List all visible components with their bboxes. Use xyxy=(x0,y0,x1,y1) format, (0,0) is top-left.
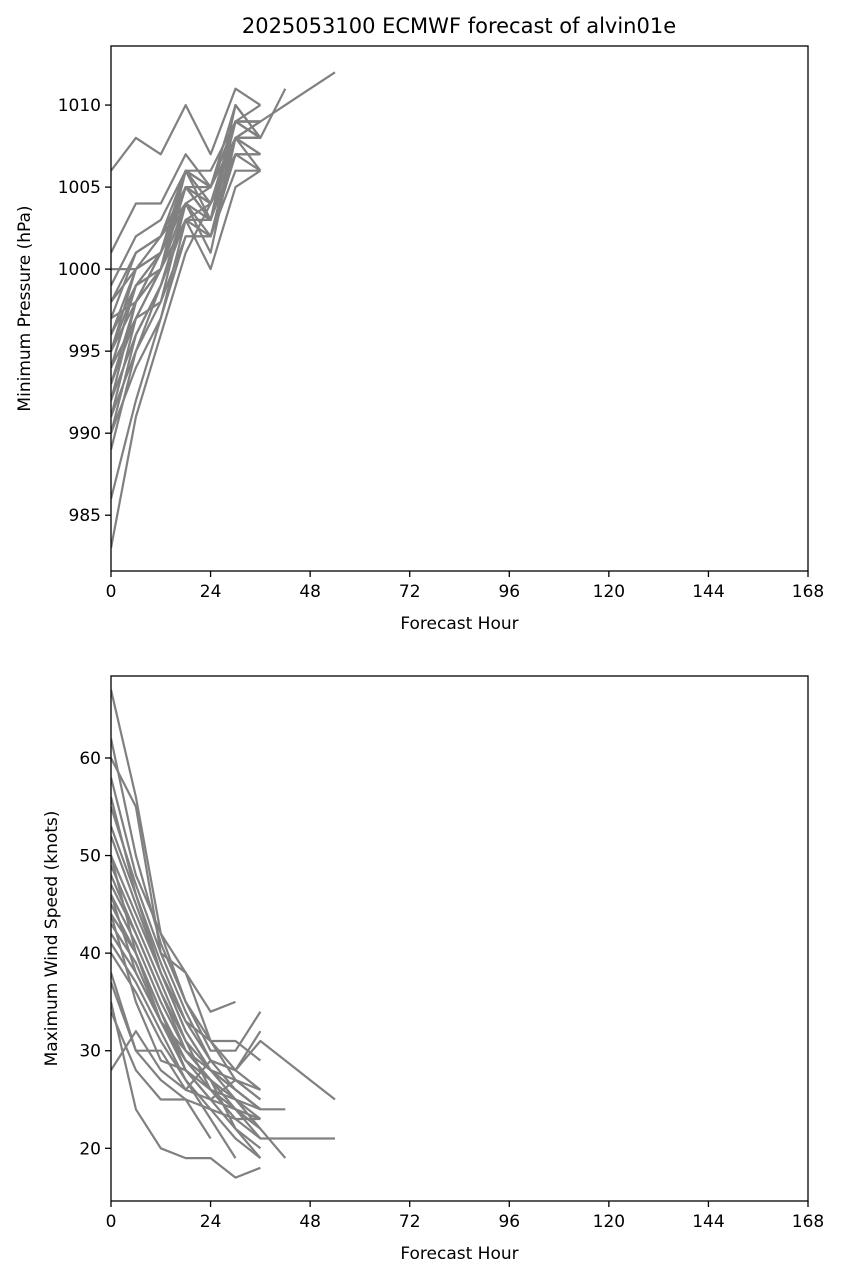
pressure-x-tick-label: 24 xyxy=(200,582,222,602)
pressure-x-tick-label: 168 xyxy=(792,582,824,602)
wind-axes-frame xyxy=(110,675,809,1202)
pressure-member-line-4 xyxy=(111,88,287,500)
wind-x-tick-label: 120 xyxy=(593,1212,625,1232)
figure-title: 2025053100 ECMWF forecast of alvin01e xyxy=(242,14,676,38)
wind-member-line-1 xyxy=(111,689,236,1013)
wind-panel: 0 24 48 72 96 120 144 168 20 30 40 50 60 Forecast H… xyxy=(42,675,824,1264)
pressure-y-tick-label: 1005 xyxy=(58,178,101,198)
pressure-axes-frame xyxy=(110,45,809,572)
pressure-x-label: Forecast Hour xyxy=(400,614,518,634)
pressure-member-lines xyxy=(111,71,336,549)
pressure-member-line-5 xyxy=(111,153,261,450)
wind-x-tick-label: 72 xyxy=(399,1212,421,1232)
wind-member-line-23 xyxy=(111,913,335,1140)
wind-y-tick-label: 50 xyxy=(79,847,101,867)
wind-y-tick-label: 30 xyxy=(79,1042,101,1062)
pressure-member-line-25 xyxy=(111,136,261,303)
pressure-y-tick-label: 985 xyxy=(69,506,101,526)
wind-x-tick-label: 168 xyxy=(792,1212,824,1232)
pressure-x-tick-label: 72 xyxy=(399,582,421,602)
wind-member-line-21 xyxy=(111,1011,212,1140)
pressure-y-ticks: 985 990 995 1000 1005 1010 xyxy=(58,96,111,526)
pressure-x-tick-label: 0 xyxy=(106,582,117,602)
wind-y-tick-label: 60 xyxy=(79,749,101,769)
wind-member-line-27 xyxy=(111,738,262,1072)
pressure-x-tick-label: 96 xyxy=(498,582,520,602)
pressure-x-tick-label: 120 xyxy=(593,582,625,602)
wind-member-line-22 xyxy=(111,1030,336,1101)
wind-member-line-2 xyxy=(111,757,262,1062)
pressure-y-tick-label: 990 xyxy=(69,424,101,444)
wind-member-line-20 xyxy=(111,1001,261,1179)
wind-x-tick-label: 144 xyxy=(692,1212,724,1232)
pressure-x-tick-label: 48 xyxy=(299,582,321,602)
wind-y-label: Maximum Wind Speed (knots) xyxy=(42,811,62,1067)
wind-member-line-26 xyxy=(111,796,261,1091)
wind-x-tick-label: 48 xyxy=(299,1212,321,1232)
wind-x-label: Forecast Hour xyxy=(400,1244,518,1264)
wind-x-ticks: 0 24 48 72 96 120 144 168 xyxy=(106,1201,824,1232)
pressure-panel: 0 24 48 72 96 120 144 168 985 990 995 1000 1005 1010… xyxy=(15,45,824,634)
wind-y-tick-label: 40 xyxy=(79,944,101,964)
pressure-y-tick-label: 1000 xyxy=(58,260,101,280)
wind-y-tick-label: 20 xyxy=(79,1139,101,1159)
wind-x-tick-label: 24 xyxy=(200,1212,222,1232)
wind-y-ticks: 20 30 40 50 60 xyxy=(79,749,111,1159)
wind-member-line-25 xyxy=(111,894,287,1159)
pressure-y-label: Minimum Pressure (hPa) xyxy=(15,205,35,411)
wind-x-tick-label: 0 xyxy=(106,1212,117,1232)
pressure-y-tick-label: 995 xyxy=(69,342,101,362)
wind-member-lines xyxy=(111,689,336,1179)
wind-x-tick-label: 96 xyxy=(498,1212,520,1232)
pressure-member-line-1 xyxy=(111,87,262,172)
pressure-x-ticks: 0 24 48 72 96 120 144 168 xyxy=(106,571,824,602)
pressure-y-tick-label: 1010 xyxy=(58,96,101,116)
pressure-x-tick-label: 144 xyxy=(692,582,724,602)
pressure-member-line-6 xyxy=(111,136,262,434)
wind-member-line-24 xyxy=(111,855,286,1111)
pressure-member-line-27 xyxy=(111,153,262,434)
pressure-member-line-26 xyxy=(111,120,261,368)
